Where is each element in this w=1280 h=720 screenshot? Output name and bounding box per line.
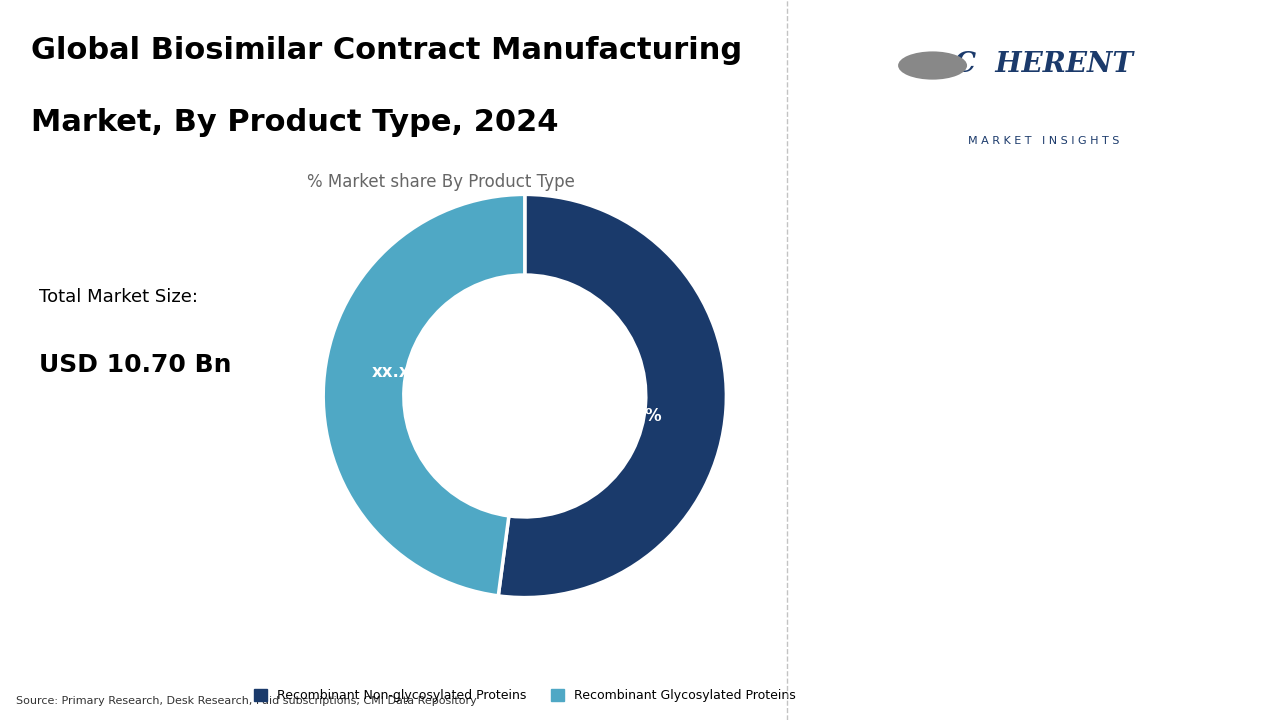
Circle shape	[899, 51, 968, 80]
Text: % Market share By Product Type: % Market share By Product Type	[307, 173, 575, 191]
Text: Product Type - Estimated
Market Revenue Share,: Product Type - Estimated Market Revenue …	[832, 383, 1023, 419]
Text: C  HERENT: C HERENT	[954, 51, 1133, 78]
Text: Global Biosimilar Contract Manufacturing: Global Biosimilar Contract Manufacturing	[32, 36, 742, 65]
Text: Market, By Product Type, 2024: Market, By Product Type, 2024	[32, 108, 559, 137]
Text: Total Market Size:: Total Market Size:	[40, 288, 198, 306]
Wedge shape	[498, 194, 726, 598]
Text: Global
Biosimilar
Contract
Manufacturing
Market: Global Biosimilar Contract Manufacturing…	[832, 497, 1043, 664]
Text: Recombinant Non-
glycosylated Proteins: Recombinant Non- glycosylated Proteins	[832, 310, 1034, 354]
Text: 52.1%: 52.1%	[605, 408, 663, 425]
Text: 52.1%: 52.1%	[832, 233, 996, 278]
Wedge shape	[324, 194, 525, 596]
Text: M A R K E T   I N S I G H T S: M A R K E T I N S I G H T S	[968, 136, 1119, 146]
Text: 2024: 2024	[832, 456, 870, 471]
Text: xx.x%: xx.x%	[372, 363, 428, 381]
Text: USD 10.70 Bn: USD 10.70 Bn	[40, 353, 232, 377]
Legend: Recombinant Non-glycosylated Proteins, Recombinant Glycosylated Proteins: Recombinant Non-glycosylated Proteins, R…	[250, 684, 800, 707]
Text: Source: Primary Research, Desk Research, Paid subscriptions, CMI Data Repository: Source: Primary Research, Desk Research,…	[15, 696, 476, 706]
